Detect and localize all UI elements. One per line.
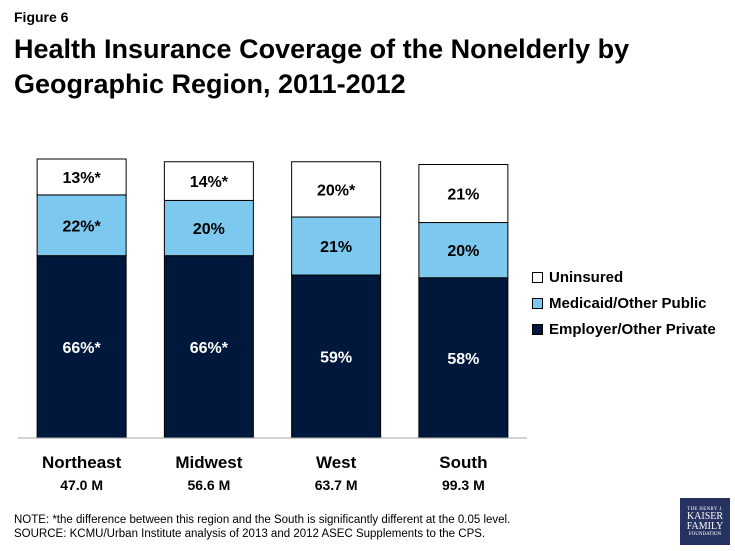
category-sublabel-northeast: 47.0 M (60, 477, 103, 493)
data-label-midwest-employer: 66%* (190, 340, 229, 357)
legend-label-employer: Employer/Other Private (549, 320, 716, 338)
legend-item-uninsured: Uninsured (532, 264, 716, 290)
category-sublabel-midwest: 56.6 M (187, 477, 230, 493)
data-label-south-uninsured: 21% (447, 187, 479, 204)
legend: Uninsured Medicaid/Other Public Employer… (532, 264, 716, 342)
legend-swatch-medicaid (532, 297, 543, 309)
stacked-bar-chart: 66%* 22%* 13%* Northeast 47.0 M 66%* 20% 14%* Mi… (18, 158, 527, 493)
legend-swatch-employer (532, 323, 543, 335)
legend-swatch-uninsured (532, 271, 543, 283)
logo-line2: KAISER (686, 510, 724, 522)
data-label-northeast-uninsured: 13%* (63, 170, 102, 187)
data-label-midwest-uninsured: 14%* (190, 174, 229, 191)
figure-label: Figure 6 (14, 9, 69, 25)
category-label-west: West (316, 453, 357, 472)
category-label-northeast: Northeast (42, 453, 122, 472)
kff-logo: THE HENRY J. KAISER FAMILY FOUNDATION (680, 498, 730, 545)
category-label-south: South (439, 453, 487, 472)
bar-west-medicaid (291, 216, 382, 276)
note-text: NOTE: *the difference between this regio… (14, 514, 511, 526)
footnote: NOTE: *the difference between this regio… (14, 513, 510, 541)
legend-item-employer: Employer/Other Private (532, 316, 716, 342)
legend-item-medicaid: Medicaid/Other Public (532, 290, 716, 316)
data-label-west-employer: 59% (320, 350, 352, 367)
bar-west-uninsured (291, 161, 382, 218)
source-text: SOURCE: KCMU/Urban Institute analysis of… (14, 528, 486, 540)
data-label-northeast-medicaid: 22%* (63, 218, 102, 235)
bar-northeast-employer (36, 255, 127, 439)
bar-northeast-medicaid (36, 194, 127, 257)
data-label-south-medicaid: 20% (447, 243, 479, 260)
category-label-midwest: Midwest (175, 453, 242, 472)
category-sublabel-west: 63.7 M (315, 477, 358, 493)
logo-line3: FAMILY (686, 520, 724, 532)
data-label-west-uninsured: 20%* (317, 182, 356, 199)
data-label-northeast-employer: 66%* (63, 340, 102, 357)
bar-south-medicaid (418, 222, 509, 279)
legend-label-medicaid: Medicaid/Other Public (549, 294, 707, 312)
chart-title: Health Insurance Coverage of the Nonelde… (14, 34, 630, 99)
bar-northeast-uninsured (36, 158, 127, 196)
data-label-south-employer: 58% (447, 351, 479, 368)
legend-label-uninsured: Uninsured (549, 268, 624, 286)
bar-midwest-uninsured (163, 161, 254, 201)
data-label-west-medicaid: 21% (320, 239, 352, 256)
bar-south-uninsured (418, 164, 509, 224)
logo-line4: FOUNDATION (688, 531, 722, 537)
data-label-midwest-medicaid: 20% (193, 221, 225, 238)
logo-line1: THE HENRY J. (687, 506, 723, 512)
category-sublabel-south: 99.3 M (442, 477, 485, 493)
